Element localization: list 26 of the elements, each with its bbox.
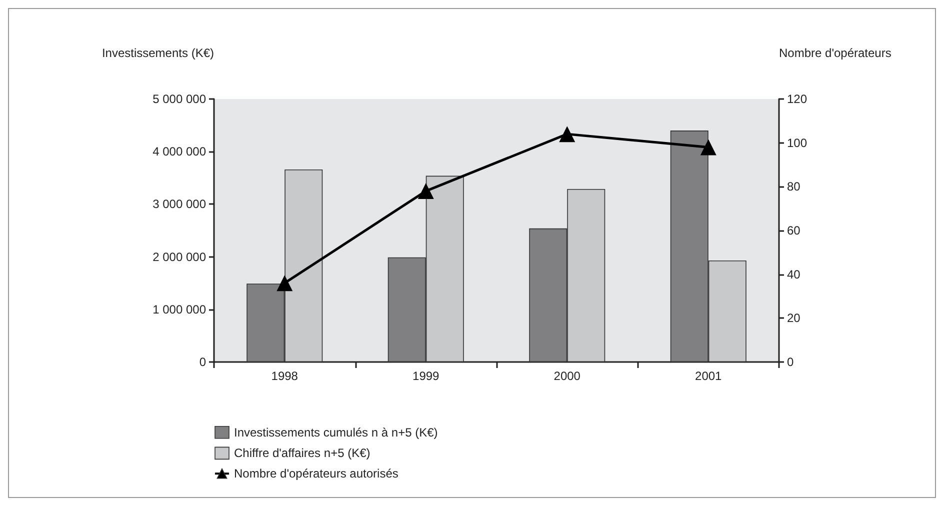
y2-tick-label: 120 [787, 92, 808, 106]
y2-tick-label: 40 [787, 267, 801, 282]
y2-tick-label: 0 [787, 355, 794, 369]
y-tick-label: 5 000 000 [152, 92, 206, 106]
y-axis-title: Investissements (K€) [102, 46, 214, 60]
y2-axis-title: Nombre d'opérateurs [779, 46, 892, 60]
x-tick-label: 1999 [412, 369, 440, 383]
x-tick-label: 2000 [554, 369, 581, 383]
point [276, 275, 293, 292]
y-tick-label: 3 000 000 [152, 197, 206, 212]
y2-tick-label: 60 [787, 224, 801, 238]
point [559, 126, 576, 142]
point [700, 139, 716, 156]
legend-label: Nombre d'opérateurs autorisés [234, 466, 398, 481]
y-tick-label: 0 [199, 355, 206, 369]
point [418, 183, 434, 200]
legend-label: Investissements cumulés n à n+5 (K€) [234, 425, 438, 440]
y-tick-label: 1 000 000 [152, 302, 206, 316]
y-tick-label: 2 000 000 [152, 250, 206, 264]
y2-tick-label: 80 [787, 180, 801, 194]
x-tick-label: 2001 [695, 369, 722, 383]
y2-tick-label: 100 [787, 136, 808, 150]
x-tick-label: 1998 [271, 369, 298, 383]
y-tick-label: 4 000 000 [152, 144, 206, 159]
legend-label: Chiffre d'affaires n+5 (K€) [234, 446, 370, 460]
y2-tick-label: 20 [787, 311, 801, 326]
